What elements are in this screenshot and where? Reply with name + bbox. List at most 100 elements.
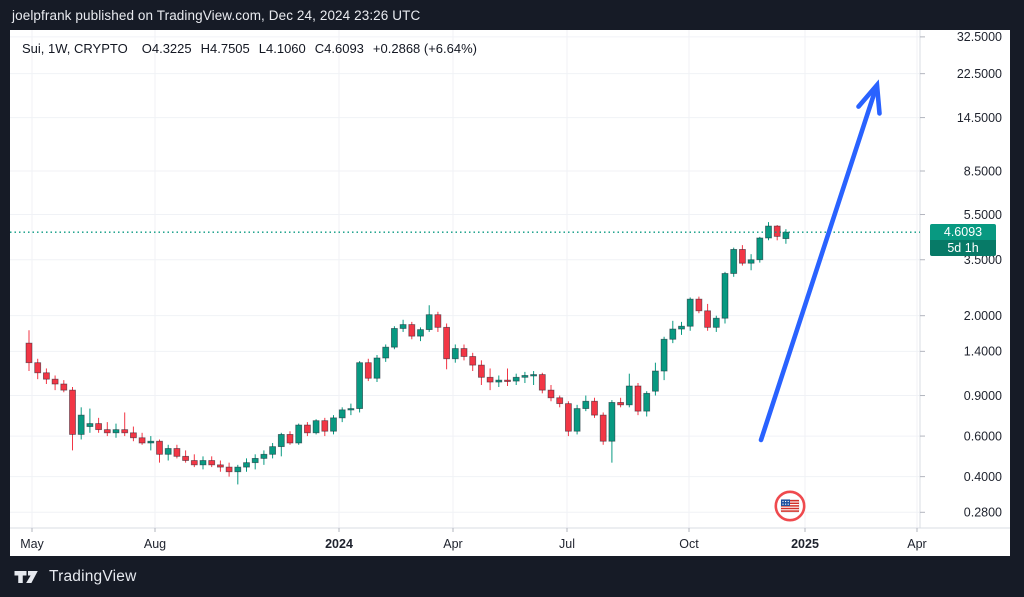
candle xyxy=(356,361,364,413)
price-axis-label: 2.0000 xyxy=(964,309,1002,323)
candle xyxy=(625,373,633,408)
price-axis-label: 3.5000 xyxy=(964,253,1002,267)
candle xyxy=(573,404,581,435)
candle-body xyxy=(338,409,346,419)
candle xyxy=(190,454,198,468)
candle-body xyxy=(625,385,633,406)
candle xyxy=(182,450,190,463)
candle-body xyxy=(556,397,564,405)
candle xyxy=(277,432,285,457)
candle xyxy=(77,407,85,440)
candle xyxy=(130,426,137,442)
candle-body xyxy=(756,237,764,261)
candle xyxy=(782,229,790,244)
legend-high: H4.7505 xyxy=(200,41,250,56)
price-axis-label: 0.2800 xyxy=(964,506,1002,520)
candle xyxy=(608,400,616,463)
candlestick-chart[interactable]: 32.5000 22.5000 14.5000 8.5000 5.5000 3.5000 2… xyxy=(10,30,1010,556)
candle-body xyxy=(512,376,520,382)
candle xyxy=(321,417,329,437)
candle-body xyxy=(330,417,337,432)
candle-body xyxy=(678,325,685,330)
candle-body xyxy=(747,259,755,264)
candle xyxy=(382,344,390,362)
candle xyxy=(25,330,33,372)
candle-body xyxy=(721,273,729,319)
us-flag-icon[interactable] xyxy=(774,490,806,522)
candle xyxy=(303,422,311,437)
time-axis-label: Apr xyxy=(443,537,462,551)
candle xyxy=(617,397,624,408)
candle xyxy=(739,245,746,266)
candle xyxy=(164,444,172,461)
candle-body xyxy=(43,372,50,380)
chart-panel: 32.5000 22.5000 14.5000 8.5000 5.5000 3.5000 2… xyxy=(10,30,1010,556)
time-axis-label: Oct xyxy=(679,537,699,551)
time-axis[interactable]: May Aug 2024 Apr Jul Oct 2025 Apr xyxy=(20,537,927,551)
candle-body xyxy=(243,462,250,468)
candle-body xyxy=(147,440,155,444)
candle-body xyxy=(460,348,468,357)
time-axis-label: Jul xyxy=(559,537,575,551)
candle-body xyxy=(86,423,94,427)
candle xyxy=(330,415,337,435)
candle xyxy=(269,442,277,459)
candle-body xyxy=(730,249,738,274)
candle xyxy=(234,464,242,485)
candle-body xyxy=(164,448,172,455)
candle-body xyxy=(182,455,190,461)
candle-body xyxy=(582,400,590,409)
candle-body xyxy=(34,362,42,374)
flag-star xyxy=(784,503,787,505)
price-axis[interactable]: 32.5000 22.5000 14.5000 8.5000 5.5000 3.5000 2… xyxy=(957,30,1002,519)
candle-body xyxy=(277,434,285,448)
candle xyxy=(408,321,416,340)
trend-arrow-head xyxy=(856,79,882,116)
trend-arrow[interactable] xyxy=(758,79,882,443)
candle xyxy=(243,458,250,472)
candle-body xyxy=(138,437,146,444)
time-axis-label: 2025 xyxy=(791,537,819,551)
candle xyxy=(652,362,659,396)
candle xyxy=(730,247,738,277)
candle xyxy=(765,222,772,241)
flag-star xyxy=(782,503,784,505)
candle-body xyxy=(591,400,598,416)
tradingview-logo-icon[interactable] xyxy=(13,569,40,585)
price-axis-label: 1.4000 xyxy=(964,345,1002,359)
candle xyxy=(60,380,68,393)
candle xyxy=(773,225,781,241)
candle-body xyxy=(251,457,259,464)
candle xyxy=(582,395,590,412)
candle-body xyxy=(190,460,198,466)
candle-body xyxy=(521,375,529,378)
candle-body xyxy=(434,314,442,328)
candle xyxy=(434,311,442,332)
candle-body xyxy=(156,440,163,455)
candle-body xyxy=(504,379,511,382)
publish-text: joelpfrank published on TradingView.com,… xyxy=(12,7,421,23)
candle-body xyxy=(530,374,537,377)
candle xyxy=(156,439,163,463)
legend-symbol[interactable]: Sui, 1W, CRYPTO xyxy=(22,41,128,56)
candle-body xyxy=(286,434,294,444)
candle-body xyxy=(608,402,616,442)
tradingview-brand-text[interactable]: TradingView xyxy=(49,567,137,585)
candle xyxy=(504,368,511,387)
candle xyxy=(121,412,129,437)
candle xyxy=(591,397,598,418)
grid-lines xyxy=(10,30,920,528)
legend-change: +0.2868 (+6.64%) xyxy=(372,41,477,56)
candle xyxy=(565,401,572,437)
candle xyxy=(704,303,711,331)
candle-body xyxy=(225,466,233,473)
candle-body xyxy=(704,310,711,328)
candle-body xyxy=(599,414,607,442)
candle xyxy=(495,375,503,388)
candle-body xyxy=(669,328,677,340)
candle-body xyxy=(60,383,68,391)
candle xyxy=(512,373,520,385)
legend-open: O4.3225 xyxy=(141,41,192,56)
candle xyxy=(286,431,294,445)
candle xyxy=(686,297,694,331)
